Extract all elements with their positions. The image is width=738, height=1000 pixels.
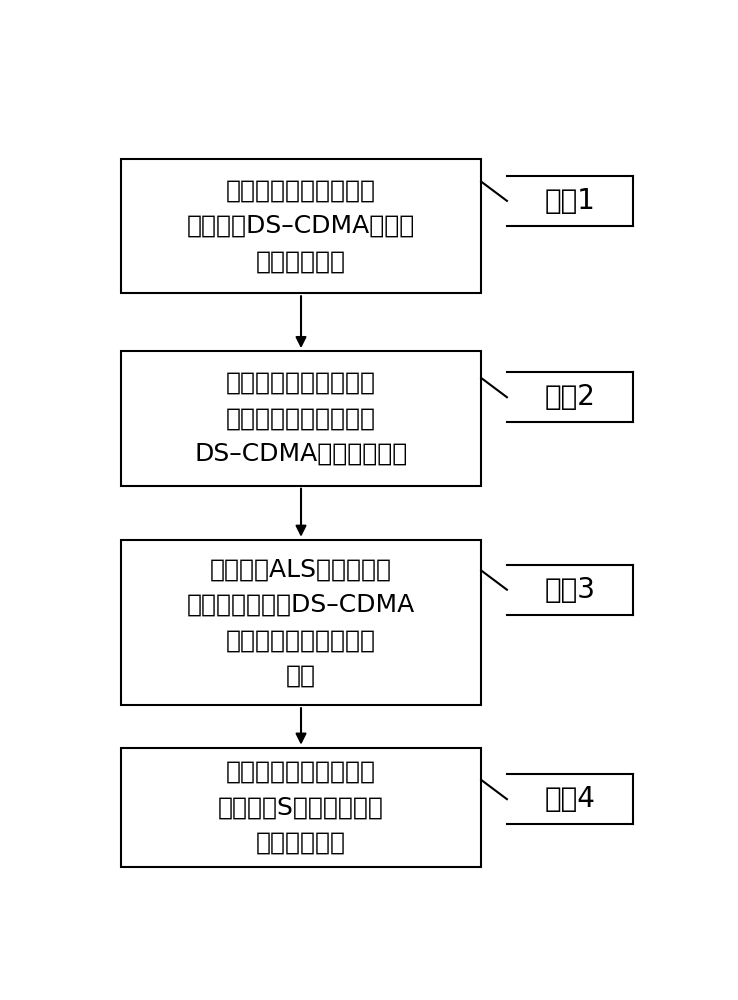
Text: 由张量模型低秩分解得
到的矩阵S得到多用户信
息码的估计值: 由张量模型低秩分解得 到的矩阵S得到多用户信 息码的估计值 — [218, 760, 384, 855]
Text: 将得到的信号样本建模
成缺失数据的同步短码
DS–CDMA信号张量模型: 将得到的信号样本建模 成缺失数据的同步短码 DS–CDMA信号张量模型 — [194, 371, 407, 466]
Text: 步骤2: 步骤2 — [545, 383, 596, 411]
Bar — [121, 351, 481, 486]
Text: 采用插补ALS算法对缺失
数据的同步短码DS–CDMA
信号张量模型进行低秩
分解: 采用插补ALS算法对缺失 数据的同步短码DS–CDMA 信号张量模型进行低秩 分… — [187, 557, 415, 688]
Bar — [121, 158, 481, 293]
Text: 步骤3: 步骤3 — [545, 576, 596, 604]
Text: 利用多通道接收机接收
同步长码DS–CDMA信号，
得到信号样本: 利用多通道接收机接收 同步长码DS–CDMA信号， 得到信号样本 — [187, 178, 415, 273]
Bar — [121, 748, 481, 867]
Bar — [121, 540, 481, 705]
Text: 步骤1: 步骤1 — [545, 187, 596, 215]
Text: 步骤4: 步骤4 — [545, 785, 596, 813]
